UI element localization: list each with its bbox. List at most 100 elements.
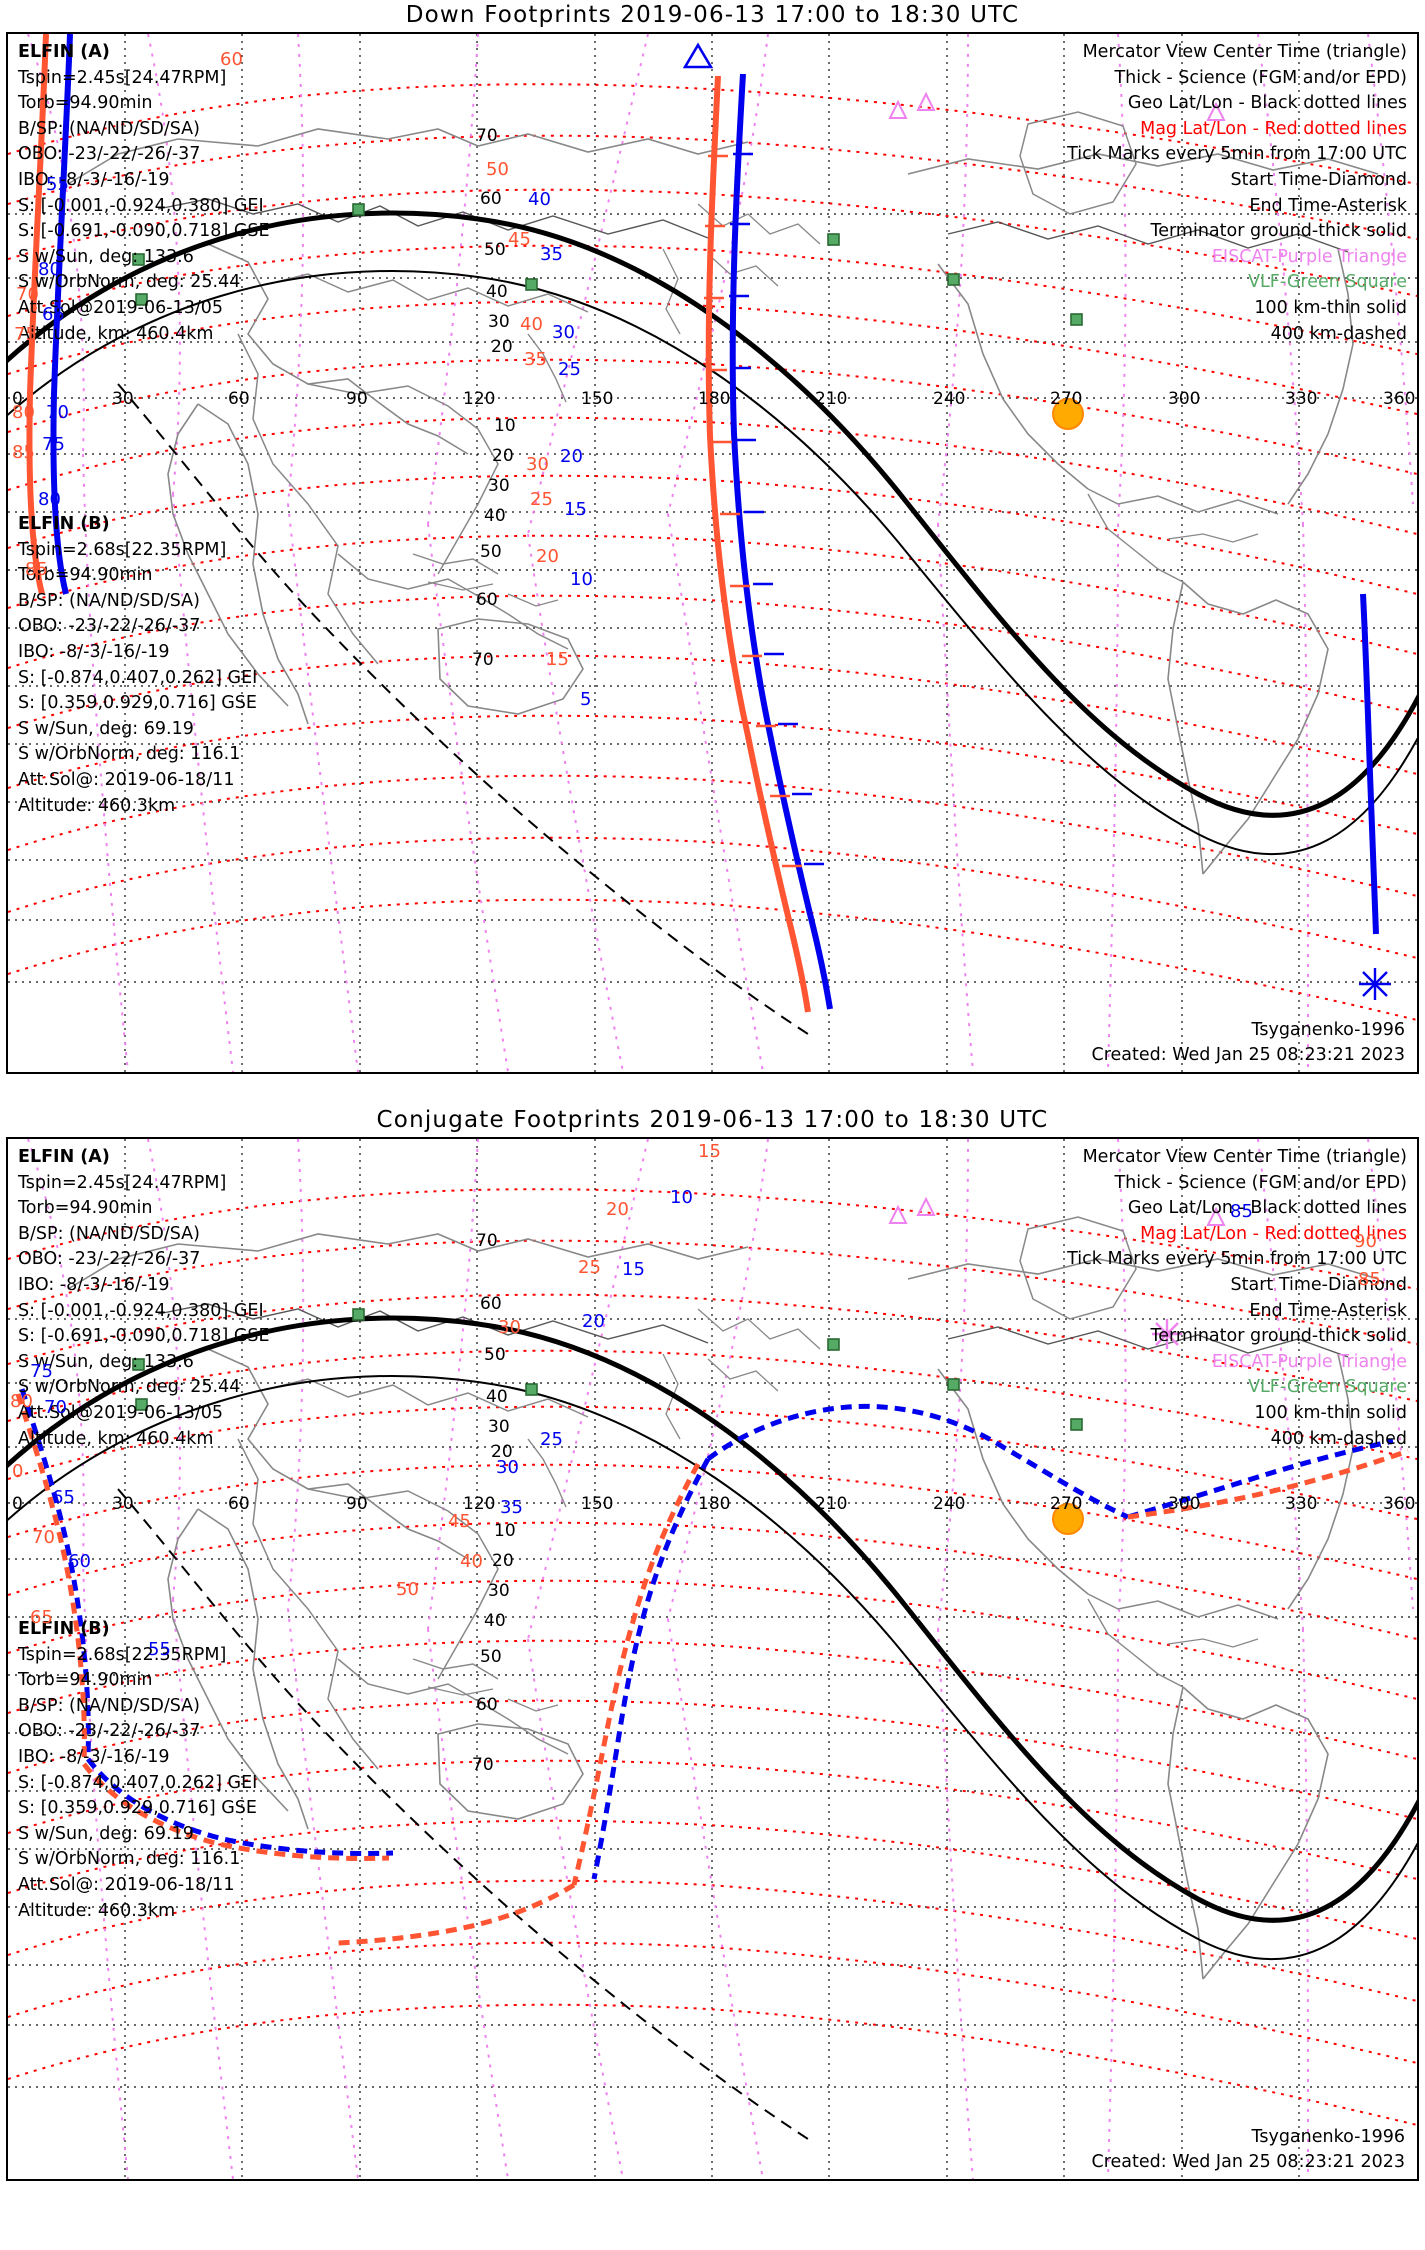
ytick-conj-60: 60 <box>480 1294 502 1314</box>
xtick-conj-150: 150 <box>581 1494 614 1514</box>
ytick-conj-70: 70 <box>476 1231 498 1251</box>
xtick-0: 0 <box>12 389 23 409</box>
xtick-conj-30: 30 <box>112 1494 134 1514</box>
legend-conj-item-6: End Time-Asterisk <box>1249 1300 1407 1321</box>
xtick-300: 300 <box>1168 389 1201 409</box>
xtick-120: 120 <box>463 389 496 409</box>
info-elfin-a-conj: ELFIN (A) Tspin=2.45s[24.47RPM] Torb=94.… <box>18 1145 270 1452</box>
mlat-b-45: 45 <box>508 229 531 250</box>
footer-conj-model: Tsyganenko-1996 <box>1251 2127 1405 2147</box>
mlat-b-20: 20 <box>536 546 559 567</box>
xtick-180: 180 <box>698 389 731 409</box>
mlat-conj-b-80: 80 <box>10 1391 33 1412</box>
mlat-conj-a-65: 65 <box>52 1487 75 1508</box>
ytick-20: 20 <box>491 337 513 357</box>
elfin-b-line-1: Torb=94.90min <box>18 565 153 586</box>
panel-conjugate-footprints: Conjugate Footprints 2019-06-13 17:00 to… <box>0 1105 1425 2250</box>
ytick-70: 70 <box>476 126 498 146</box>
footer-created: Created: Wed Jan 25 08:23:21 2023 <box>1091 1045 1406 1065</box>
mlat-a-65: 65 <box>42 304 65 325</box>
mlat-b-15: 15 <box>546 649 569 670</box>
legend-conj-item-2: Geo Lat/Lon - Black dotted lines <box>1127 1198 1407 1219</box>
elfin-b-conj-line-3: OBO: -23/-22/-26/-37 <box>18 1721 201 1742</box>
elfin-b-conj-line-5: S: [-0.874,0.407,0.262] GEI <box>18 1772 258 1793</box>
mlat-b-85b: 85 <box>25 559 48 580</box>
elfin-b-line-8: S w/OrbNorm, deg: 116.1 <box>18 744 241 765</box>
elfin-a-conj-line-6: S: [-0.691,-0.090,0.718] GSE <box>18 1326 270 1347</box>
ytick-40: 40 <box>486 282 508 302</box>
map-down[interactable]: ELFIN (A) Tspin=2.45s[24.47RPM] Torb=94.… <box>6 32 1419 1074</box>
mlat-conj-b-85: 85 <box>1358 1269 1381 1290</box>
mlat-b-50: 50 <box>486 159 509 180</box>
elfin-b-line-0: Tspin=2.68s[22.35RPM] <box>18 539 227 560</box>
ytick-10: 10 <box>494 416 516 436</box>
xtick-conj-180: 180 <box>698 1494 731 1514</box>
mlat-a-40: 40 <box>528 189 551 210</box>
legend-conj-item-3: Mag Lat/Lon - Red dotted lines <box>1140 1223 1407 1244</box>
elfin-a-conj-line-0: Tspin=2.45s[24.47RPM] <box>18 1172 227 1193</box>
center-time-triangle-icon <box>683 42 713 69</box>
elfin-a-line-6: S: [-0.691,-0.090,0.718] GSE <box>18 221 270 242</box>
mlat-a-80: 80 <box>38 259 61 280</box>
elfin-b-conj-line-7: S w/Sun, deg: 69.19 <box>18 1823 194 1844</box>
xtick-conj-300: 300 <box>1168 1494 1201 1514</box>
ytick-m60: 60 <box>476 590 498 610</box>
mlat-b-70: 70 <box>16 284 39 305</box>
ytick-60: 60 <box>480 189 502 209</box>
legend-item-9: VLF-Green Square <box>1248 272 1407 293</box>
legend-item-8: EISCAT-Purple Triangle <box>1211 246 1407 267</box>
mlat-conj-a-55: 55 <box>148 1639 171 1660</box>
elfin-a-line-0: Tspin=2.45s[24.47RPM] <box>18 67 227 88</box>
legend-item-7: Terminator ground-thick solid <box>1150 221 1407 242</box>
legend-item-5: Start Time-Diamond <box>1230 169 1407 190</box>
panel-title-conjugate: Conjugate Footprints 2019-06-13 17:00 to… <box>376 1107 1049 1133</box>
legend-item-6: End Time-Asterisk <box>1249 195 1407 216</box>
xtick-330: 330 <box>1285 389 1318 409</box>
xtick-conj-330: 330 <box>1285 1494 1318 1514</box>
mlat-b-35: 35 <box>524 349 547 370</box>
ytick-conj-30: 30 <box>488 1417 510 1437</box>
xtick-conj-210: 210 <box>815 1494 848 1514</box>
xtick-conj-360: 360 <box>1383 1494 1416 1514</box>
ytick-conj-40: 40 <box>486 1387 508 1407</box>
panel-down-footprints: Down Footprints 2019-06-13 17:00 to 18:3… <box>0 0 1425 1105</box>
elfin-b-line-4: IBO: -8/-3/-16/-19 <box>18 641 170 662</box>
mlat-b-75: 75 <box>14 324 37 345</box>
mlat-a-55: 55 <box>46 174 69 195</box>
footer-down: Tsyganenko-1996 Created: Wed Jan 25 08:2… <box>1092 1018 1406 1068</box>
ytick-m50: 50 <box>480 542 502 562</box>
mlat-conj-b-20: 20 <box>606 1199 629 1220</box>
xtick-conj-90: 90 <box>346 1494 368 1514</box>
ytick-conj-m30: 30 <box>488 1581 510 1601</box>
mlat-b-80: 80 <box>12 402 35 423</box>
mlat-a-75: 75 <box>42 434 65 455</box>
footer-model: Tsyganenko-1996 <box>1251 1020 1405 1040</box>
legend-item-2: Geo Lat/Lon - Black dotted lines <box>1127 93 1407 114</box>
elfin-a-title: ELFIN (A) <box>18 42 110 62</box>
mlat-conj-a-20: 20 <box>582 1311 605 1332</box>
map-conjugate[interactable]: ELFIN (A) Tspin=2.45s[24.47RPM] Torb=94.… <box>6 1137 1419 2181</box>
mlat-a-15: 15 <box>564 499 587 520</box>
mlat-conj-a-60: 60 <box>68 1551 91 1572</box>
mlat-conj-b-70: 70 <box>32 1527 55 1548</box>
legend-conj-item-4: Tick Marks every 5min from 17:00 UTC <box>1067 1249 1407 1270</box>
ytick-conj-10: 10 <box>494 1521 516 1541</box>
mlat-a-30: 30 <box>552 322 575 343</box>
ytick-conj-m70: 70 <box>472 1755 494 1775</box>
elfin-a-line-10: Altitude, km: 460.4km <box>18 323 214 344</box>
legend-conj-item-10: 100 km-thin solid <box>1254 1402 1407 1423</box>
elfin-a-conj-line-1: Torb=94.90min <box>18 1198 153 1219</box>
elfin-b-conj-line-0: Tspin=2.68s[22.35RPM] <box>18 1644 227 1665</box>
xtick-270: 270 <box>1050 389 1083 409</box>
elfin-a-conj-line-8: S w/OrbNorm, deg: 25.44 <box>18 1377 241 1398</box>
elfin-b-line-7: S w/Sun, deg: 69.19 <box>18 718 194 739</box>
elfin-a-conj-line-9: Att.Sol@2019-06-13/05 <box>18 1402 223 1423</box>
legend-item-4: Tick Marks every 5min from 17:00 UTC <box>1067 144 1407 165</box>
xtick-360: 360 <box>1383 389 1416 409</box>
mlat-a-35: 35 <box>540 244 563 265</box>
legend-item-10: 100 km-thin solid <box>1254 297 1407 318</box>
mlat-a-70: 70 <box>46 402 69 423</box>
mlat-conj-a-75: 75 <box>30 1361 53 1382</box>
xtick-210: 210 <box>815 389 848 409</box>
